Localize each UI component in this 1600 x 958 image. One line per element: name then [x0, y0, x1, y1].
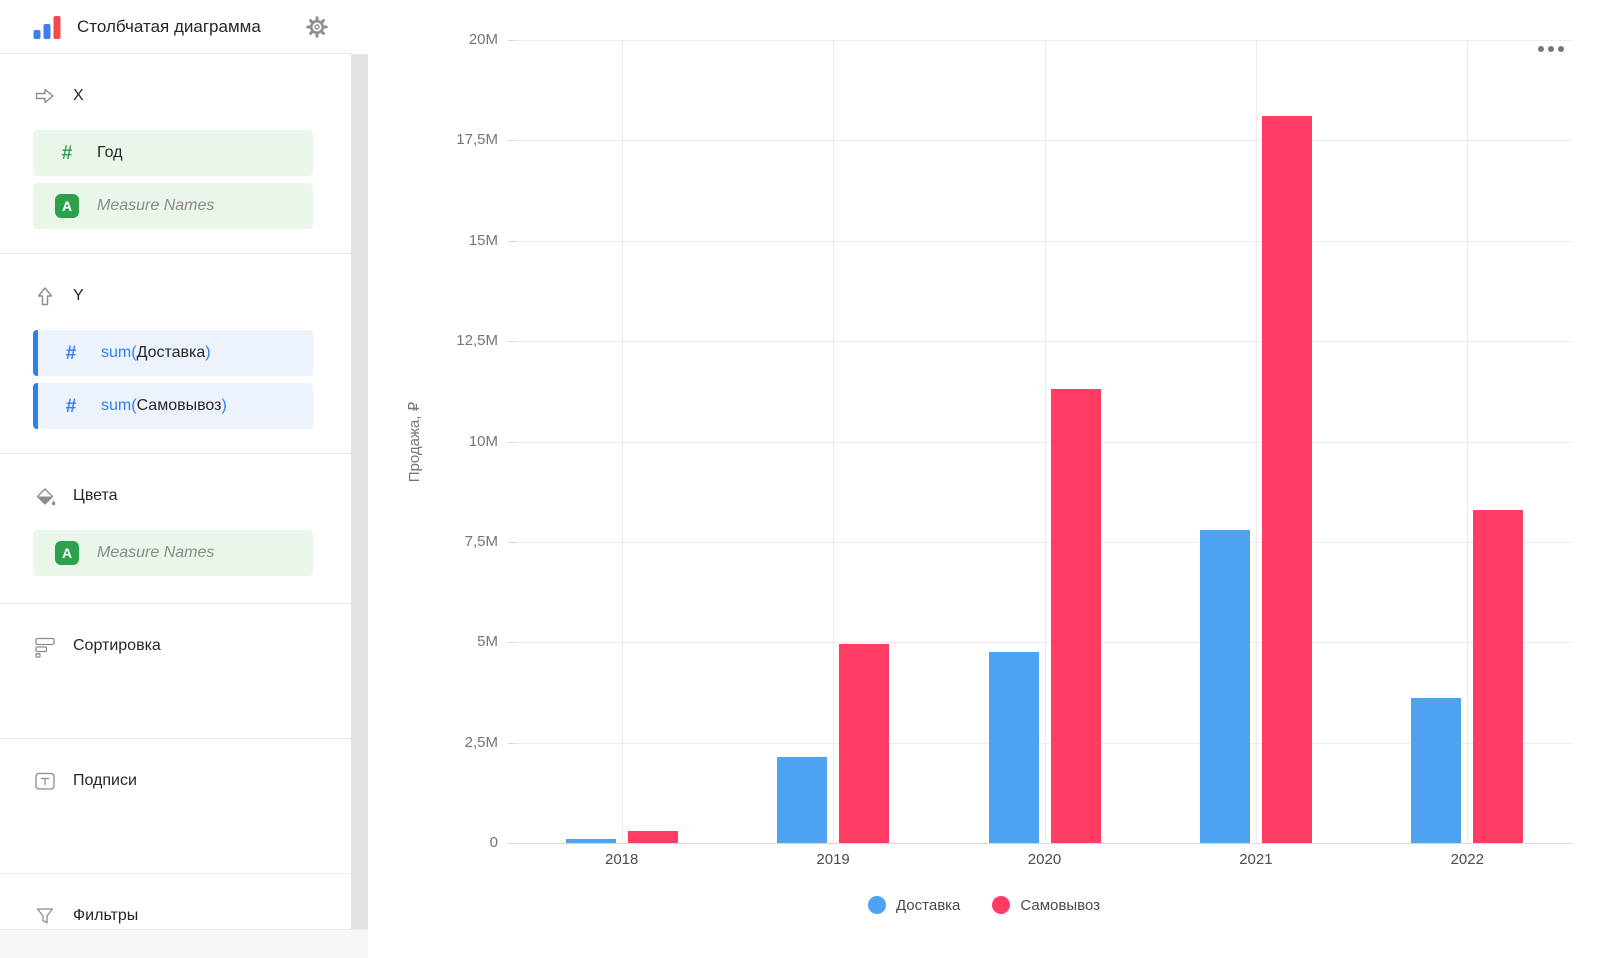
y-axis-tickmark	[508, 341, 516, 343]
ellipsis-icon	[1538, 46, 1544, 52]
bar-delivery-2022[interactable]	[1411, 698, 1462, 843]
y-axis-title: Продажа, ₽	[406, 401, 423, 483]
legend-marker	[992, 896, 1011, 914]
section-filters-label: Фильтры	[73, 907, 139, 924]
field-label: sum(Доставка)	[101, 344, 211, 361]
section-x-axis: X # Год A Measure Names	[0, 54, 351, 253]
text-label-icon	[33, 769, 57, 793]
y-axis-tickmark	[508, 240, 516, 242]
section-x-label: X	[73, 87, 84, 104]
sidebar-bottom-strip	[0, 929, 368, 958]
gridline-horizontal	[516, 843, 1573, 844]
gridline-vertical	[1467, 40, 1469, 843]
legend-item-pickup[interactable]: Самовывоз	[992, 896, 1100, 914]
number-field-icon: #	[65, 395, 77, 417]
bar-pickup-2018[interactable]	[627, 830, 678, 843]
chart-panel: 0 2,5M 5M 7,5M 10M 12,5M 15M 17,5M 20M 2018 2019 20…	[368, 0, 1600, 958]
field-god[interactable]: # Год	[33, 130, 313, 176]
text-field-icon: A	[55, 541, 79, 565]
filter-funnel-icon	[33, 904, 57, 928]
section-y-label: Y	[73, 287, 84, 304]
x-axis-label: 2019	[816, 851, 850, 868]
legend-item-delivery[interactable]: Доставка	[867, 896, 961, 914]
y-tick-label: 15M	[468, 231, 498, 249]
bar-delivery-2021[interactable]	[1199, 529, 1250, 843]
field-label: Год	[97, 144, 123, 161]
chart-type-title: Столбчатая диаграмма	[77, 16, 261, 36]
field-sum-samovyvoz[interactable]: # sum(Самовывоз)	[33, 383, 313, 429]
section-colors: Цвета A Measure Names	[0, 453, 351, 603]
y-axis-tickmark	[508, 541, 516, 543]
bar-delivery-2018[interactable]	[565, 838, 616, 843]
chart-legend: Доставка Самовывоз	[368, 896, 1600, 914]
sidebar-header: Столбчатая диаграмма	[0, 0, 351, 54]
paint-bucket-icon	[33, 484, 57, 508]
field-label: Measure Names	[97, 197, 215, 214]
y-tick-label: 0	[489, 834, 498, 851]
number-field-icon: #	[65, 342, 77, 364]
section-labels: Подписи	[0, 738, 351, 873]
settings-gear-button[interactable]	[305, 15, 329, 39]
bar-delivery-2020[interactable]	[988, 652, 1039, 843]
field-measure-names-colors[interactable]: A Measure Names	[33, 530, 313, 576]
chart-menu-button[interactable]	[1534, 42, 1568, 56]
bar-delivery-2019[interactable]	[777, 756, 828, 843]
y-tick-label: 20M	[468, 31, 498, 48]
number-field-icon: #	[61, 142, 73, 164]
bar-pickup-2021[interactable]	[1261, 116, 1312, 843]
y-axis-tickmark	[508, 742, 516, 744]
x-axis-label: 2022	[1450, 851, 1484, 868]
y-tick-label: 10M	[468, 432, 498, 450]
gridline-vertical	[1255, 40, 1257, 843]
y-tick-label: 7,5M	[464, 532, 498, 550]
y-axis-tickmark	[508, 441, 516, 443]
y-axis-tickmark	[508, 40, 516, 41]
section-colors-label: Цвета	[73, 487, 118, 504]
field-label: Measure Names	[97, 544, 215, 561]
field-accent-stripe	[33, 330, 38, 376]
bar-pickup-2020[interactable]	[1050, 389, 1101, 843]
field-sum-dostavka[interactable]: # sum(Доставка)	[33, 330, 313, 376]
y-axis-tickmark	[508, 140, 516, 142]
text-field-icon: A	[55, 194, 79, 218]
y-axis-tickmark	[508, 843, 516, 844]
chart-settings-sidebar: Столбчатая диаграмма	[0, 0, 368, 958]
section-sorting-label: Сортировка	[73, 637, 161, 654]
legend-marker	[867, 896, 886, 914]
y-axis-tickmark	[508, 642, 516, 644]
legend-label: Самовывоз	[1020, 896, 1101, 914]
field-measure-names-x[interactable]: A Measure Names	[33, 183, 313, 229]
gridline-vertical	[1044, 40, 1046, 843]
arrow-up-icon	[33, 284, 57, 308]
legend-label: Доставка	[895, 896, 961, 914]
x-axis-label: 2020	[1027, 851, 1062, 868]
bar-chart-plot: 0 2,5M 5M 7,5M 10M 12,5M 15M 17,5M 20M 2018 2019 20…	[368, 0, 1600, 958]
arrow-right-icon	[33, 84, 57, 108]
section-labels-label: Подписи	[73, 772, 137, 789]
sort-icon	[33, 634, 57, 658]
sidebar-scrollbar[interactable]	[351, 54, 368, 929]
section-sorting: Сортировка	[0, 603, 351, 738]
bar-pickup-2022[interactable]	[1473, 509, 1524, 843]
column-chart-logo-icon	[33, 15, 61, 39]
section-filters: Фильтры	[0, 873, 351, 929]
field-accent-stripe	[33, 383, 38, 429]
gear-icon	[306, 15, 328, 38]
y-tick-label: 5M	[477, 633, 498, 651]
y-tick-label: 17,5M	[456, 131, 498, 149]
x-axis-label: 2021	[1239, 851, 1273, 868]
gridline-vertical	[833, 40, 835, 843]
y-tick-label: 2,5M	[464, 733, 498, 751]
x-axis-label: 2018	[605, 851, 639, 868]
field-label: sum(Самовывоз)	[101, 397, 227, 414]
bar-pickup-2019[interactable]	[839, 644, 890, 843]
y-tick-label: 12,5M	[456, 332, 498, 350]
section-y-axis: Y # sum(Доставка) # sum(Самовывоз)	[0, 253, 351, 453]
gridline-vertical	[621, 40, 623, 843]
